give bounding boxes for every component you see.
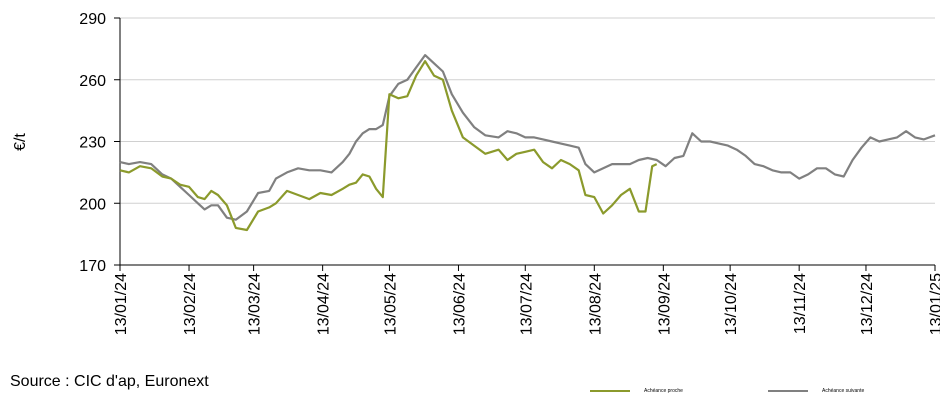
legend-label-series-1: Achéance proche [644, 388, 683, 394]
legend-label-series-2: Achéance suivante [822, 388, 865, 394]
x-tick-label: 13/08/24 [587, 273, 604, 335]
x-tick-labels: 13/01/24 13/02/24 13/03/24 13/04/24 13/05/24… [113, 273, 940, 335]
series-lines [119, 53, 936, 232]
y-tick-labels: 170 200 230 260 290 [79, 11, 106, 275]
legend-item-series-1: Achéance proche [590, 388, 683, 394]
legend-swatch-series-2 [768, 390, 808, 392]
legend-item-series-2: Achéance suivante [768, 388, 864, 394]
x-tick-label: 13/12/24 [859, 273, 876, 335]
grid-lines [114, 17, 935, 266]
x-tick-label: 13/03/24 [247, 273, 264, 335]
series-line-1 [119, 60, 658, 232]
y-tick-label: 230 [79, 135, 106, 152]
x-tick-label: 13/04/24 [316, 273, 333, 335]
x-tick-label: 13/01/24 [113, 273, 130, 335]
y-tick-label: 200 [79, 196, 106, 213]
x-tick-label: 13/11/24 [792, 273, 809, 334]
x-tick-label: 13/01/25 [928, 273, 940, 335]
axes [119, 18, 936, 271]
y-tick-label: 260 [79, 73, 106, 90]
y-tick-label: 290 [79, 11, 106, 28]
x-tick-label: 13/10/24 [723, 273, 740, 335]
x-tick-label: 13/02/24 [182, 273, 199, 335]
x-tick-label: 13/06/24 [451, 273, 468, 335]
y-tick-label: 170 [79, 258, 106, 275]
legend-swatch-series-1 [590, 390, 630, 392]
y-axis-label: €/t [12, 133, 29, 151]
x-tick-label: 13/07/24 [518, 273, 535, 335]
x-tick-label: 13/09/24 [656, 273, 673, 335]
series-line-2 [119, 53, 936, 221]
x-tick-label: 13/05/24 [382, 273, 399, 335]
source-note: Source : CIC d'ap, Euronext [10, 373, 209, 390]
